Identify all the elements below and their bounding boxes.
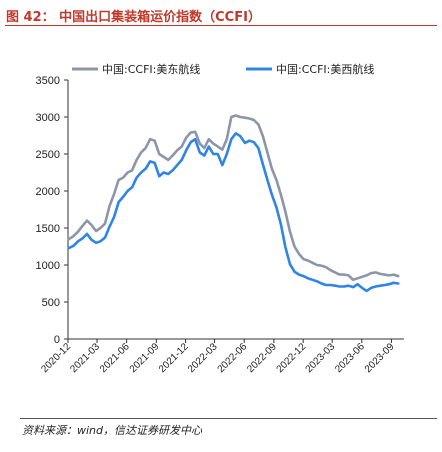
- x-tick-label: 2021-03: [68, 341, 102, 375]
- x-tick-label: 2023-06: [333, 341, 367, 375]
- x-tick-label: 2022-12: [275, 341, 309, 375]
- x-tick-label: 2023-09: [363, 341, 397, 375]
- y-tick-label: 1500: [36, 223, 60, 235]
- x-tick-label: 2021-12: [157, 341, 191, 375]
- x-tick-label: 2021-06: [98, 341, 132, 375]
- series-line: [67, 114, 400, 282]
- y-tick-label: 1000: [36, 260, 60, 272]
- y-tick-label: 0: [54, 334, 60, 346]
- y-axis: 0 500 1000 1500 2000 2500 3000 3500: [36, 75, 69, 346]
- x-tick-label: 2020-12: [39, 341, 73, 375]
- y-tick-label: 3000: [36, 112, 60, 124]
- x-tick-label: 2021-09: [128, 341, 162, 375]
- series-line: [67, 132, 400, 293]
- legend-label: 中国:CCFI:美东航线: [102, 62, 200, 76]
- legend-label: 中国:CCFI:美西航线: [276, 62, 374, 76]
- x-tick-label: 2022-06: [216, 341, 250, 375]
- y-tick-label: 2500: [36, 149, 60, 161]
- series-lines: [67, 114, 400, 293]
- footer-divider: [20, 418, 437, 419]
- source-note: 资料来源：wind，信达证券研发中心: [22, 424, 203, 437]
- y-tick-label: 2000: [36, 186, 60, 198]
- x-tick-label: 2022-09: [245, 341, 279, 375]
- x-axis: 2020-122021-032021-062021-092021-122022-…: [39, 338, 404, 375]
- y-tick-label: 500: [42, 297, 60, 309]
- y-tick-label: 3500: [36, 75, 60, 87]
- chart-legend: 中国:CCFI:美东航线 中国:CCFI:美西航线: [72, 62, 374, 76]
- x-tick-label: 2023-03: [304, 341, 338, 375]
- title-divider: [5, 25, 437, 26]
- figure-title: 图 42： 中国出口集装箱运价指数（CCFI）: [6, 10, 261, 25]
- x-tick-label: 2022-03: [186, 341, 220, 375]
